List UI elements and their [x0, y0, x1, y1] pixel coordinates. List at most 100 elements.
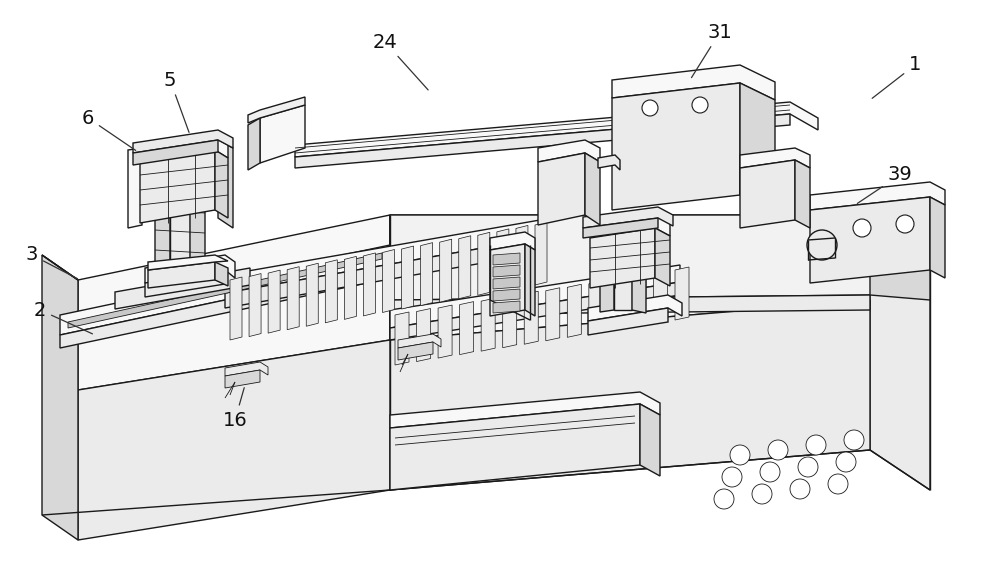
Text: 16: 16	[223, 388, 247, 430]
Polygon shape	[459, 236, 471, 299]
Circle shape	[692, 97, 708, 113]
Polygon shape	[390, 265, 680, 328]
Polygon shape	[614, 256, 632, 310]
Circle shape	[752, 484, 772, 504]
Polygon shape	[248, 97, 305, 123]
Polygon shape	[295, 102, 818, 157]
Polygon shape	[287, 267, 299, 329]
Polygon shape	[612, 83, 740, 210]
Polygon shape	[60, 265, 390, 348]
Polygon shape	[225, 220, 540, 293]
Polygon shape	[215, 150, 228, 218]
Polygon shape	[632, 256, 646, 313]
Polygon shape	[225, 370, 260, 388]
Polygon shape	[363, 253, 375, 316]
Polygon shape	[295, 114, 790, 168]
Polygon shape	[438, 305, 452, 358]
Polygon shape	[493, 301, 520, 313]
Polygon shape	[344, 256, 356, 319]
Polygon shape	[460, 302, 474, 355]
Polygon shape	[490, 244, 525, 316]
Polygon shape	[148, 262, 215, 288]
Polygon shape	[583, 218, 658, 238]
Polygon shape	[225, 238, 540, 308]
Circle shape	[836, 452, 856, 472]
Polygon shape	[390, 215, 930, 300]
Polygon shape	[590, 215, 670, 238]
Circle shape	[714, 489, 734, 509]
Polygon shape	[390, 282, 680, 340]
Polygon shape	[260, 105, 305, 163]
Polygon shape	[440, 239, 452, 302]
Polygon shape	[589, 281, 603, 334]
Polygon shape	[230, 277, 242, 340]
Text: 5: 5	[164, 70, 189, 132]
Polygon shape	[215, 262, 228, 286]
Polygon shape	[248, 118, 260, 170]
Polygon shape	[145, 270, 225, 297]
Polygon shape	[478, 232, 490, 295]
Circle shape	[807, 230, 837, 260]
Polygon shape	[870, 215, 930, 490]
Polygon shape	[612, 65, 775, 100]
Polygon shape	[795, 160, 810, 228]
Polygon shape	[390, 295, 870, 315]
Polygon shape	[395, 312, 409, 365]
Polygon shape	[810, 182, 945, 210]
Polygon shape	[493, 265, 520, 277]
Polygon shape	[218, 140, 233, 228]
Polygon shape	[567, 285, 581, 338]
Polygon shape	[390, 215, 930, 340]
Polygon shape	[417, 309, 431, 362]
Circle shape	[722, 467, 742, 487]
Polygon shape	[524, 291, 538, 344]
Polygon shape	[503, 295, 517, 348]
Polygon shape	[78, 340, 390, 540]
Polygon shape	[128, 148, 142, 228]
Polygon shape	[493, 277, 520, 289]
Polygon shape	[421, 242, 433, 306]
Polygon shape	[810, 197, 930, 283]
Circle shape	[798, 457, 818, 477]
Polygon shape	[490, 232, 535, 250]
Text: 1: 1	[872, 55, 921, 98]
Polygon shape	[930, 197, 945, 278]
Circle shape	[853, 219, 871, 237]
Polygon shape	[525, 244, 535, 316]
Polygon shape	[640, 404, 660, 476]
Polygon shape	[653, 271, 667, 324]
Text: 3: 3	[26, 245, 78, 279]
Polygon shape	[598, 155, 620, 170]
Polygon shape	[516, 225, 528, 289]
Polygon shape	[390, 404, 640, 490]
Polygon shape	[78, 215, 390, 390]
Polygon shape	[590, 228, 655, 288]
Polygon shape	[170, 197, 190, 272]
Polygon shape	[68, 253, 382, 328]
Circle shape	[790, 479, 810, 499]
Circle shape	[642, 100, 658, 116]
Polygon shape	[133, 130, 233, 153]
Polygon shape	[493, 289, 520, 301]
Circle shape	[760, 462, 780, 482]
Polygon shape	[740, 83, 775, 215]
Polygon shape	[610, 278, 624, 331]
Polygon shape	[133, 140, 218, 165]
Polygon shape	[325, 260, 337, 323]
Polygon shape	[481, 298, 495, 351]
Polygon shape	[382, 249, 394, 313]
Polygon shape	[600, 256, 614, 312]
Polygon shape	[655, 228, 670, 286]
Polygon shape	[268, 270, 280, 333]
Polygon shape	[115, 268, 250, 309]
Polygon shape	[390, 392, 660, 428]
Circle shape	[806, 435, 826, 455]
Polygon shape	[538, 153, 585, 225]
Polygon shape	[60, 245, 390, 335]
Polygon shape	[740, 148, 810, 168]
Polygon shape	[398, 334, 441, 348]
Polygon shape	[740, 160, 795, 228]
Polygon shape	[538, 140, 600, 162]
Polygon shape	[225, 362, 268, 376]
Polygon shape	[535, 222, 547, 285]
